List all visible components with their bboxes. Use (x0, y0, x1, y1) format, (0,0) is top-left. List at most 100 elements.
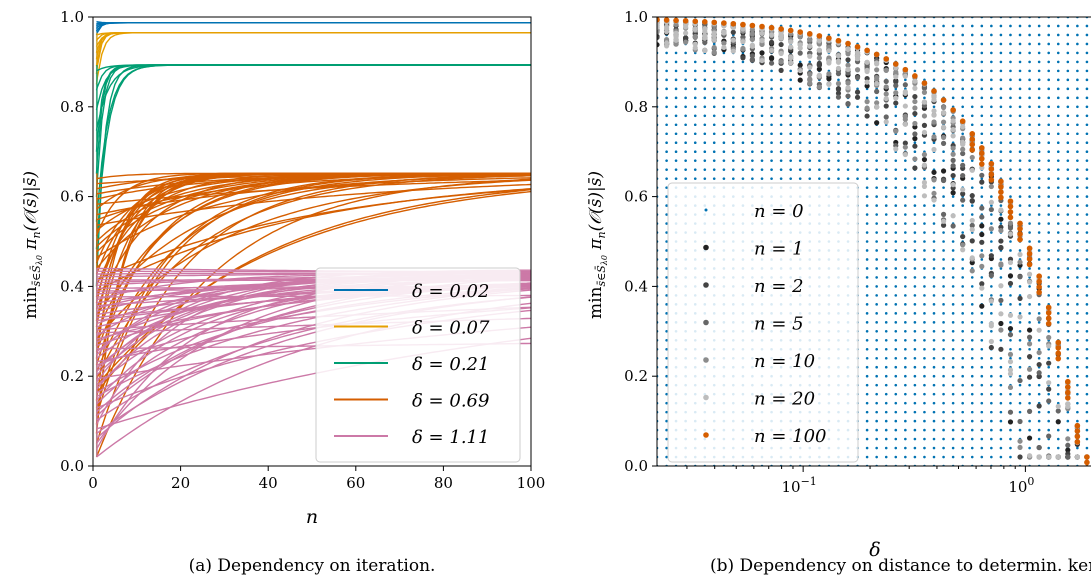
point-n2 (912, 93, 918, 100)
point-n0 (865, 312, 869, 315)
point-n0 (923, 446, 926, 450)
point-n20 (730, 37, 736, 43)
point-n0 (703, 132, 707, 136)
point-n0 (665, 437, 668, 441)
point-n0 (875, 356, 878, 360)
point-n100 (902, 66, 909, 73)
point-n0 (865, 240, 869, 243)
point-n0 (741, 150, 745, 153)
point-n0 (951, 276, 955, 279)
point-n0 (665, 78, 668, 82)
point-n0 (913, 419, 917, 423)
legend-label: n = 10 (754, 351, 815, 372)
point-n10 (1007, 351, 1014, 358)
point-n20 (921, 162, 928, 168)
point-n0 (980, 392, 984, 396)
point-n0 (980, 347, 984, 351)
point-n0 (1047, 96, 1051, 100)
point-n0 (1056, 177, 1060, 180)
point-n0 (999, 303, 1003, 306)
point-n0 (884, 231, 888, 234)
point-n100 (806, 31, 813, 37)
point-n0 (1047, 132, 1051, 136)
x-tick-label: 80 (434, 474, 453, 492)
point-n1 (940, 168, 947, 174)
point-n0 (894, 312, 898, 315)
point-n0 (1085, 105, 1089, 109)
point-n10 (912, 120, 918, 127)
point-n5 (835, 94, 842, 100)
point-n100 (759, 23, 765, 30)
point-n0 (1076, 87, 1079, 91)
point-n0 (942, 428, 945, 432)
point-n0 (970, 401, 974, 405)
point-n10 (874, 75, 880, 81)
point-n0 (875, 150, 878, 153)
point-n0 (1047, 150, 1051, 153)
point-n0 (1085, 419, 1089, 423)
point-n0 (1028, 321, 1031, 324)
point-n0 (1066, 123, 1070, 127)
point-n100 (816, 33, 823, 39)
point-n0 (913, 222, 917, 225)
point-n0 (665, 347, 668, 351)
point-n0 (1047, 428, 1051, 432)
point-n2 (864, 75, 870, 82)
point-n0 (1066, 365, 1070, 369)
point-n0 (923, 347, 926, 351)
point-n0 (1066, 276, 1070, 279)
point-n0 (865, 195, 869, 198)
y-tick-label: 0.6 (60, 188, 84, 206)
point-n1 (864, 83, 870, 89)
point-n0 (961, 374, 964, 378)
point-n0 (1085, 69, 1089, 73)
point-n0 (837, 24, 840, 28)
point-n0 (665, 186, 668, 189)
point-n0 (693, 177, 697, 180)
point-n0 (932, 365, 936, 369)
point-n1 (1065, 447, 1071, 453)
point-n0 (712, 87, 716, 91)
point-n0 (779, 168, 783, 171)
point-n0 (951, 338, 955, 342)
y-tick-label: 0.6 (624, 188, 648, 206)
point-n20 (969, 217, 975, 224)
point-n0 (904, 321, 907, 324)
point-n0 (932, 231, 936, 234)
point-n0 (1028, 213, 1031, 216)
point-n0 (1085, 374, 1089, 378)
point-n10 (692, 34, 698, 40)
point-n0 (1009, 159, 1012, 162)
point-n2 (979, 179, 985, 185)
point-n10 (1026, 366, 1033, 372)
point-n0 (884, 177, 888, 180)
point-n0 (865, 303, 869, 306)
point-n0 (999, 24, 1003, 28)
point-n1 (979, 231, 985, 238)
point-n0 (770, 114, 773, 118)
panel-a-legend: δ = 0.02δ = 0.07δ = 0.21δ = 0.69δ = 1.11 (315, 267, 521, 463)
point-n100 (950, 107, 956, 113)
point-n10 (1017, 259, 1023, 265)
point-n0 (932, 321, 936, 324)
series-line-2-8 (96, 32, 531, 36)
point-n0 (732, 105, 735, 109)
point-n0 (951, 258, 955, 261)
point-n0 (865, 168, 869, 171)
point-n0 (1018, 42, 1022, 46)
point-n0 (1056, 294, 1060, 297)
point-n0 (999, 383, 1003, 387)
point-n0 (904, 294, 907, 297)
point-n0 (1056, 69, 1060, 73)
point-n100 (673, 17, 679, 24)
point-n0 (732, 168, 735, 171)
point-n0 (999, 374, 1003, 378)
point-n100 (1007, 214, 1014, 221)
point-n0 (961, 204, 964, 207)
point-n20 (893, 146, 899, 152)
point-n100 (988, 177, 995, 183)
point-n0 (980, 249, 984, 252)
point-n0 (1085, 330, 1089, 333)
point-n0 (932, 186, 936, 189)
point-n0 (827, 24, 831, 28)
